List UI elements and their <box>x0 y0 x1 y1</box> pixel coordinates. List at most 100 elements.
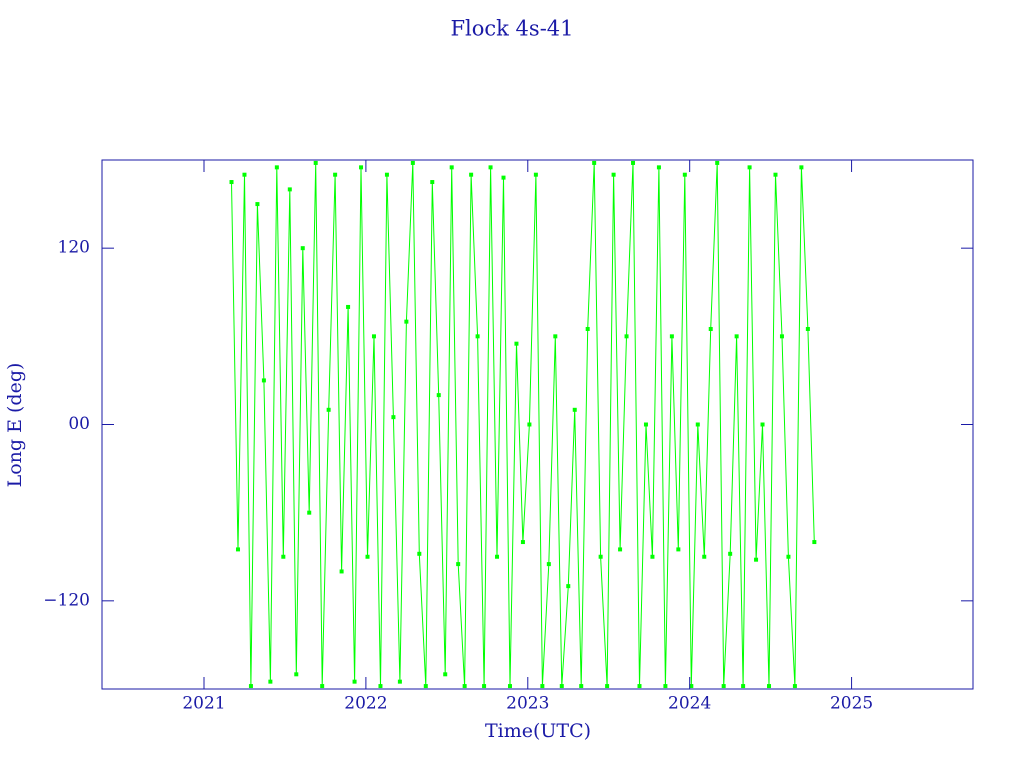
data-point <box>365 554 370 559</box>
data-point <box>359 165 364 170</box>
data-point <box>643 422 648 427</box>
data-point <box>741 684 746 689</box>
data-point <box>585 326 590 331</box>
data-point <box>313 160 318 165</box>
data-point <box>443 672 448 677</box>
data-point <box>592 160 597 165</box>
data-point <box>417 551 422 556</box>
data-point <box>300 246 305 251</box>
data-point <box>553 334 558 339</box>
data-point <box>786 554 791 559</box>
data-point <box>281 554 286 559</box>
data-point <box>605 684 610 689</box>
x-tick-label: 2021 <box>182 694 225 714</box>
data-point <box>229 180 234 185</box>
data-point <box>669 334 674 339</box>
data-point <box>294 672 299 677</box>
data-point <box>410 160 415 165</box>
data-point <box>734 334 739 339</box>
data-point <box>404 319 409 324</box>
data-point <box>462 684 467 689</box>
data-point <box>728 551 733 556</box>
data-point <box>611 172 616 177</box>
data-point <box>307 510 312 515</box>
data-point <box>598 554 603 559</box>
data-point <box>235 547 240 552</box>
y-tick-label: 00 <box>68 414 90 434</box>
data-point <box>333 172 338 177</box>
data-point <box>676 547 681 552</box>
y-tick-label: −120 <box>43 590 90 610</box>
data-point <box>346 304 351 309</box>
data-point <box>326 407 331 412</box>
data-point <box>397 679 402 684</box>
data-point <box>689 684 694 689</box>
data-point <box>248 684 253 689</box>
data-point <box>546 562 551 567</box>
data-point <box>482 684 487 689</box>
y-axis-label: Long E (deg) <box>4 363 26 488</box>
data-point <box>792 684 797 689</box>
data-point <box>501 175 506 180</box>
data-point <box>242 172 247 177</box>
data-point <box>767 684 772 689</box>
data-point <box>572 407 577 412</box>
plot-area <box>229 160 817 689</box>
data-point <box>268 679 273 684</box>
data-point <box>378 684 383 689</box>
x-axis-label: Time(UTC) <box>485 720 591 742</box>
data-line <box>231 162 815 687</box>
data-point <box>579 684 584 689</box>
data-point <box>384 172 389 177</box>
data-point <box>371 334 376 339</box>
data-point <box>514 341 519 346</box>
data-point <box>566 584 571 589</box>
data-point <box>812 540 817 545</box>
data-point <box>559 684 564 689</box>
data-point <box>540 684 545 689</box>
data-point <box>747 165 752 170</box>
data-point <box>624 334 629 339</box>
data-point <box>261 378 266 383</box>
data-point <box>702 554 707 559</box>
data-point <box>320 684 325 689</box>
data-point <box>495 554 500 559</box>
data-point <box>436 393 441 398</box>
data-point <box>423 684 428 689</box>
data-point <box>520 540 525 545</box>
data-point <box>255 202 260 207</box>
data-point <box>469 172 474 177</box>
x-tick-label: 2022 <box>344 694 387 714</box>
data-point <box>456 562 461 567</box>
data-point <box>695 422 700 427</box>
data-point <box>779 334 784 339</box>
y-tick-label: 120 <box>58 238 90 258</box>
data-point <box>663 684 668 689</box>
x-tick-label: 2024 <box>668 694 711 714</box>
data-point <box>339 569 344 574</box>
data-point <box>805 326 810 331</box>
data-point <box>287 187 292 192</box>
data-point <box>637 684 642 689</box>
data-point <box>449 165 454 170</box>
data-point <box>754 557 759 562</box>
data-point <box>631 160 636 165</box>
x-tick-label: 2023 <box>506 694 549 714</box>
data-point <box>533 172 538 177</box>
data-point <box>773 172 778 177</box>
data-point <box>708 326 713 331</box>
x-tick-label: 2025 <box>830 694 873 714</box>
data-point <box>618 547 623 552</box>
data-point <box>391 415 396 420</box>
data-point <box>352 679 357 684</box>
data-point <box>799 165 804 170</box>
data-point <box>656 165 661 170</box>
data-point <box>715 160 720 165</box>
chart-title: Flock 4s-41 <box>450 17 573 41</box>
data-point <box>650 554 655 559</box>
data-point <box>274 165 279 170</box>
data-point <box>475 334 480 339</box>
data-point <box>682 172 687 177</box>
data-point <box>488 165 493 170</box>
